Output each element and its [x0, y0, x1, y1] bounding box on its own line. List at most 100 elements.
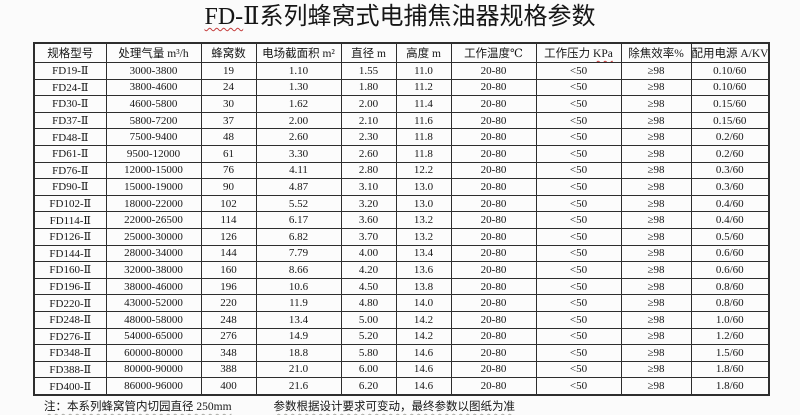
table-cell: 1.55	[340, 62, 397, 80]
table-cell: 90	[200, 178, 257, 196]
table-row: FD19-Ⅱ 3000-3800 19 1.10 1.55 11.0 20-80 <50 ≥98…	[33, 62, 770, 80]
table-cell: 20-80	[450, 261, 537, 279]
table-cell: 43000-52000	[105, 294, 202, 312]
table-cell: 80000-90000	[105, 360, 202, 379]
table-cell: 54000-65000	[105, 327, 202, 346]
table-cell: FD160-Ⅱ	[33, 261, 107, 279]
table-cell: 348	[200, 344, 257, 362]
spellcheck-flagged-text: KPa	[593, 48, 613, 60]
table-cell: 32000-38000	[105, 261, 202, 279]
table-cell: <50	[535, 62, 622, 80]
table-cell: FD30-Ⅱ	[33, 95, 107, 113]
table-cell: 28000-34000	[105, 244, 202, 263]
table-row: FD220-Ⅱ 43000-52000 220 11.9 4.80 14.0 20-80 <5…	[33, 294, 770, 312]
page-title: FD-Ⅱ系列蜂窝式电捕焦油器规格参数	[0, 1, 800, 33]
header-cell: 除焦效率%	[620, 42, 692, 63]
table-cell: ≥98	[620, 227, 692, 246]
table-cell: 6.00	[340, 360, 397, 379]
table-cell: ≥98	[620, 144, 692, 163]
table-cell: <50	[535, 95, 622, 113]
table-cell: 102	[200, 194, 257, 213]
table-cell: 0.6/60	[690, 244, 770, 263]
table-cell: 14.2	[395, 327, 452, 346]
table-cell: 11.8	[395, 128, 452, 146]
footnote-part2: 参数根据设计要求可变动，最终参数以图纸为准	[273, 401, 516, 413]
table-cell: FD19-Ⅱ	[33, 62, 107, 80]
table-cell: 15000-19000	[105, 178, 202, 196]
table-row: FD348-Ⅱ 60000-80000 348 18.8 5.80 14.6 20-80 <5…	[33, 344, 770, 362]
table-cell: FD48-Ⅱ	[33, 128, 107, 146]
table-cell: 0.3/60	[690, 178, 770, 196]
table-cell: 12000-15000	[105, 161, 202, 180]
table-cell: 2.60	[340, 144, 397, 163]
table-cell: FD220-Ⅱ	[33, 294, 107, 312]
table-cell: 11.8	[395, 144, 452, 163]
table-cell: 388	[200, 360, 257, 379]
table-cell: <50	[535, 310, 622, 329]
header-row: 规格型号 处理气量 m³/h 蜂窝数 电场截面积 m² 直径 m 高度 m 工作温度℃ 工作压…	[33, 42, 770, 63]
table-cell: 11.4	[395, 95, 452, 113]
table-cell: 4.87	[255, 178, 342, 196]
table-cell: 20-80	[450, 244, 537, 263]
table-cell: 11.9	[255, 294, 342, 312]
table-cell: 114	[200, 211, 257, 229]
table-cell: ≥98	[620, 78, 692, 97]
table-cell: 276	[200, 327, 257, 346]
table-cell: 14.0	[395, 294, 452, 312]
table-cell: 5800-7200	[105, 111, 202, 130]
table-cell: 48	[200, 128, 257, 146]
table-cell: 13.4	[395, 244, 452, 263]
table-cell: 7.79	[255, 244, 342, 263]
table-cell: 20-80	[450, 211, 537, 229]
table-cell: 38000-46000	[105, 277, 202, 296]
table-cell: 1.62	[255, 95, 342, 113]
table-cell: 1.2/60	[690, 327, 770, 346]
table-cell: 1.10	[255, 62, 342, 80]
table-cell: ≥98	[620, 277, 692, 296]
table-cell: ≥98	[620, 327, 692, 346]
table-cell: 1.30	[255, 78, 342, 97]
table-cell: <50	[535, 344, 622, 362]
table-cell: 0.6/60	[690, 261, 770, 279]
table-cell: 10.6	[255, 277, 342, 296]
spec-table: 规格型号 处理气量 m³/h 蜂窝数 电场截面积 m² 直径 m 高度 m 工作温度℃ 工作压…	[33, 42, 770, 396]
table-cell: 60000-80000	[105, 344, 202, 362]
table-row: FD248-Ⅱ 48000-58000 248 13.4 5.00 14.2 20-80 <5…	[33, 310, 770, 329]
table-cell: 22000-26500	[105, 211, 202, 229]
table-cell: 76	[200, 161, 257, 180]
table-cell: 14.6	[395, 344, 452, 362]
footnote-part1: 注：本系列蜂窝管内切园直径 250mm	[44, 401, 232, 413]
table-cell: 13.8	[395, 277, 452, 296]
table-cell: 2.30	[340, 128, 397, 146]
table-cell: 2.00	[255, 111, 342, 130]
table-cell: 4.00	[340, 244, 397, 263]
table-cell: 30	[200, 95, 257, 113]
table-cell: ≥98	[620, 128, 692, 146]
table-cell: 2.80	[340, 161, 397, 180]
table-cell: 0.4/60	[690, 211, 770, 229]
table-row: FD160-Ⅱ 32000-38000 160 8.66 4.20 13.6 20-80 <5…	[33, 261, 770, 279]
table-cell: 5.00	[340, 310, 397, 329]
table-cell: FD348-Ⅱ	[33, 344, 107, 362]
table-cell: ≥98	[620, 377, 692, 396]
table-cell: 6.82	[255, 227, 342, 246]
table-row: FD114-Ⅱ 22000-26500 114 6.17 3.60 13.2 20-80 <5…	[33, 211, 770, 229]
table-cell: ≥98	[620, 111, 692, 130]
table-cell: <50	[535, 211, 622, 229]
table-row: FD24-Ⅱ 3800-4600 24 1.30 1.80 11.2 20-80 <50 ≥98…	[33, 78, 770, 97]
table-cell: 20-80	[450, 144, 537, 163]
table-cell: 14.2	[395, 310, 452, 329]
table-cell: 0.2/60	[690, 144, 770, 163]
table-cell: FD102-Ⅱ	[33, 194, 107, 213]
table-cell: 18000-22000	[105, 194, 202, 213]
table-cell: 18.8	[255, 344, 342, 362]
table-cell: 37	[200, 111, 257, 130]
table-cell: ≥98	[620, 360, 692, 379]
table-cell: <50	[535, 78, 622, 97]
table-cell: 220	[200, 294, 257, 312]
title-text: Ⅱ系列蜂窝式电捕焦油器规格参数	[243, 4, 596, 30]
table-cell: FD196-Ⅱ	[33, 277, 107, 296]
table-cell: 2.10	[340, 111, 397, 130]
table-cell: 20-80	[450, 327, 537, 346]
table-cell: 0.4/60	[690, 194, 770, 213]
